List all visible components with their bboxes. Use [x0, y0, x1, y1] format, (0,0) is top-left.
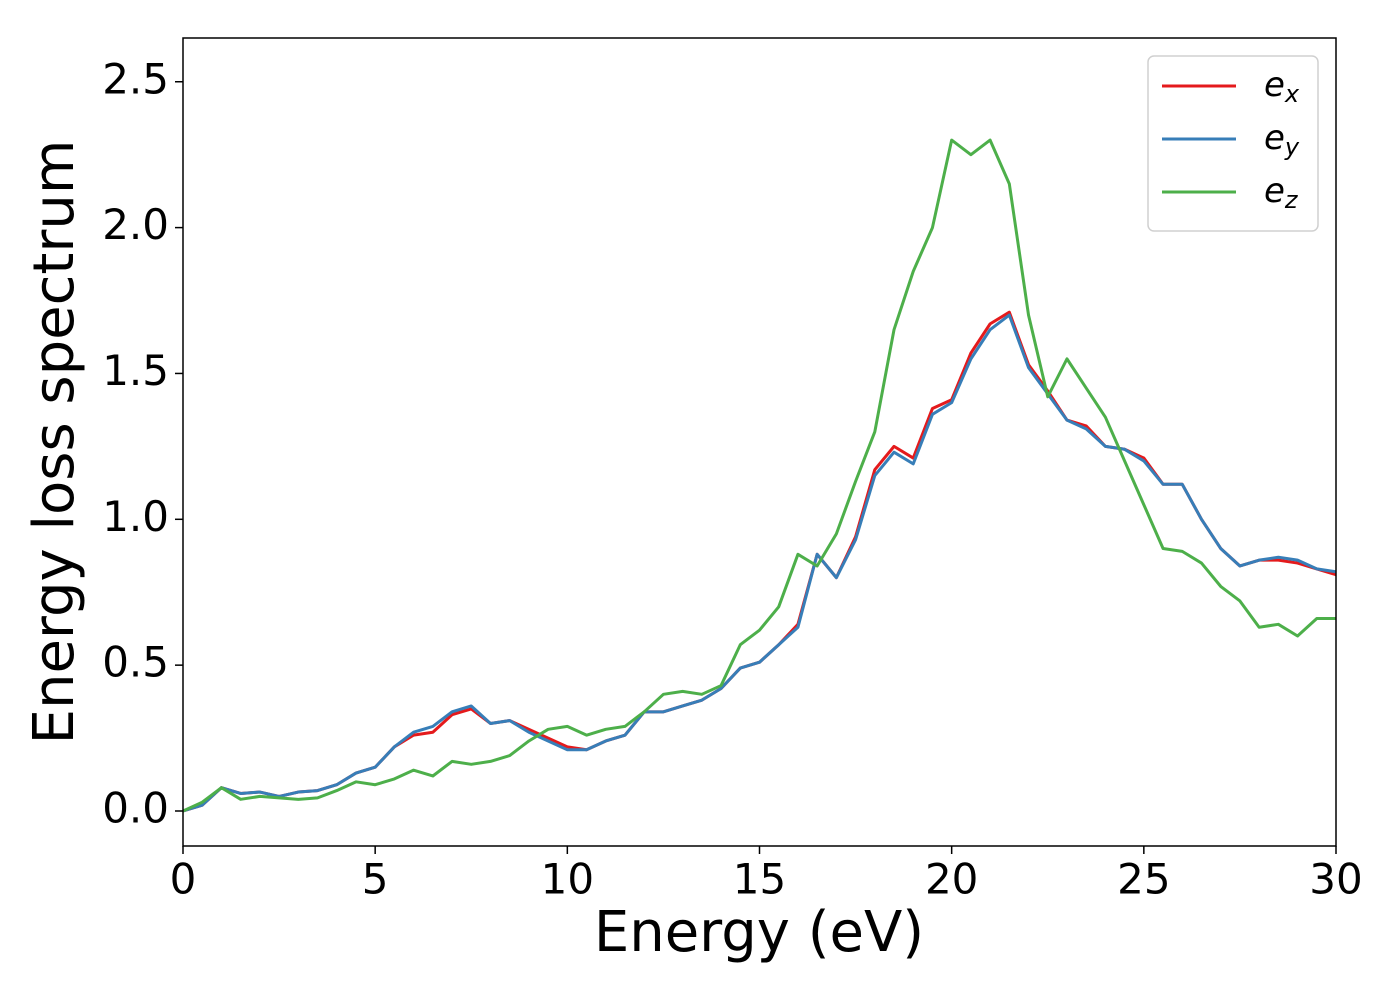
- x-tick-label: 10: [541, 855, 594, 904]
- legend-box: [1147, 55, 1319, 232]
- series-line: [183, 310, 1336, 813]
- x-tick-label: 30: [1309, 855, 1362, 904]
- legend-label: ey: [1264, 118, 1300, 162]
- x-tick-label: 5: [362, 855, 389, 904]
- y-axis-label: Energy loss spectrum: [22, 140, 87, 745]
- x-tick-label: 15: [733, 855, 786, 904]
- y-tick-label: 1.0: [102, 492, 169, 541]
- legend-label: ex: [1264, 65, 1300, 109]
- y-tick-label: 0.5: [102, 638, 169, 687]
- y-tick-label: 2.5: [102, 54, 169, 103]
- x-tick-label: 20: [925, 855, 978, 904]
- plot-frame: [182, 37, 1337, 847]
- x-tick-label: 25: [1117, 855, 1170, 904]
- x-tick-label: 0: [170, 855, 197, 904]
- legend-label: ez: [1264, 171, 1299, 215]
- x-axis-label: Energy (eV): [594, 900, 924, 965]
- y-tick-label: 0.0: [102, 783, 169, 832]
- series-line: [183, 138, 1336, 813]
- y-tick-label: 1.5: [102, 346, 169, 395]
- series-line: [183, 313, 1336, 813]
- y-tick-label: 2.0: [102, 200, 169, 249]
